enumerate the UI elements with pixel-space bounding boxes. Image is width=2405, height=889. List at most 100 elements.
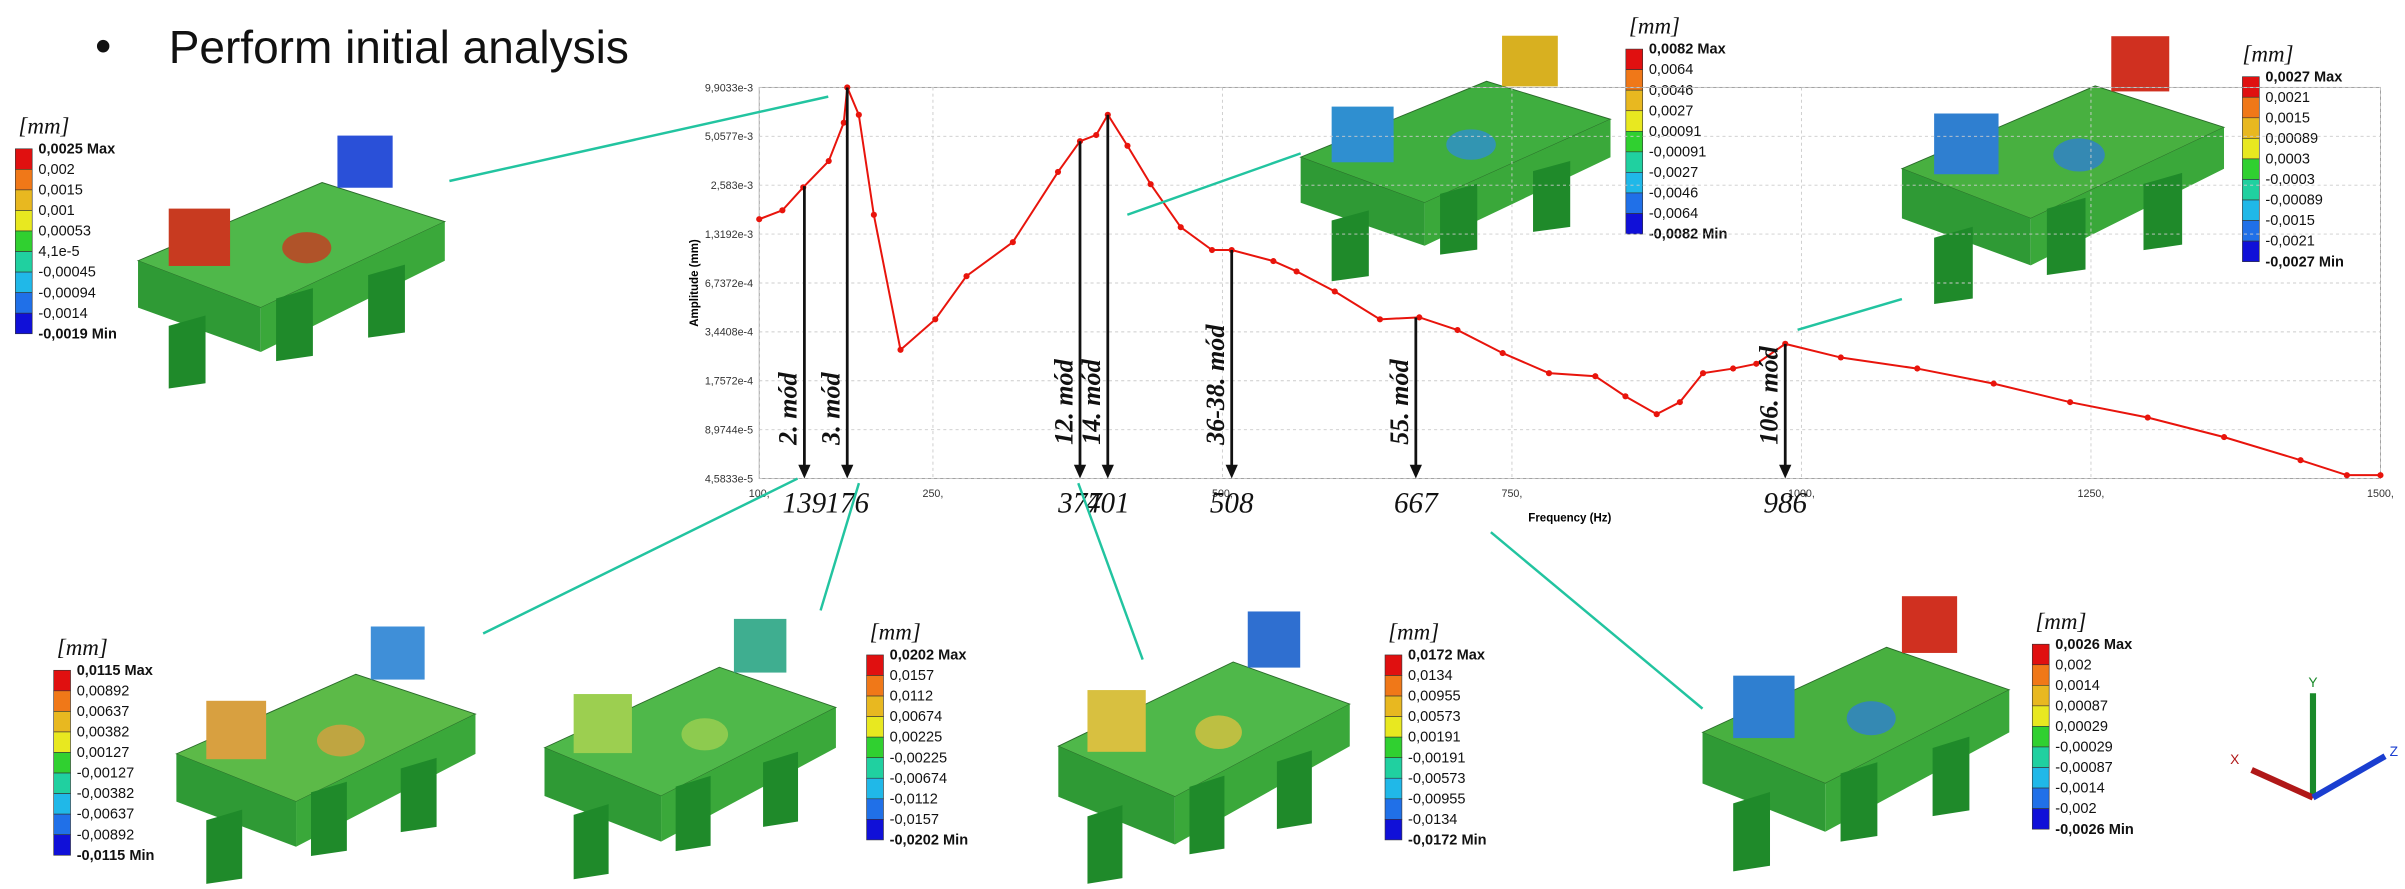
data-point: [897, 346, 904, 353]
legend-label: -0,0112: [890, 791, 938, 807]
connector: [482, 477, 799, 635]
connector: [819, 482, 861, 611]
legend: [mm] 0,0202 Max 0,0157 0,0112 0,00674 0,00225…: [866, 620, 968, 849]
fem-leg: [1189, 775, 1225, 855]
legend-swatch: [866, 736, 884, 759]
mode-arrowhead: [1225, 464, 1238, 479]
legend-swatch: [1384, 675, 1403, 697]
fem-block: [1331, 106, 1394, 163]
triad-label: Y: [2308, 675, 2317, 690]
legend-swatch: [2242, 158, 2260, 180]
fem-leg: [206, 809, 243, 884]
data-point: [1331, 288, 1338, 295]
legend-label: 0,0015: [2265, 110, 2310, 126]
fem-block: [206, 700, 267, 760]
legend-label: -0,00225: [890, 750, 948, 766]
legend-label: 0,0015: [38, 182, 83, 198]
legend-label: 0,00637: [77, 704, 130, 720]
data-point: [1124, 142, 1131, 149]
legend-label: -0,00637: [77, 807, 135, 823]
legend-label: -0,00892: [77, 827, 135, 843]
fem-leg: [400, 757, 437, 833]
data-point: [2297, 457, 2304, 464]
legend-swatch: [1625, 48, 1644, 70]
fem-block: [1087, 690, 1146, 752]
legend-label: -0,00094: [38, 285, 96, 301]
legend-unit: [mm]: [18, 113, 69, 138]
legend-swatch: [53, 752, 71, 774]
legend-label: -0,00573: [1408, 771, 1466, 787]
legend-label: 0,0025 Max: [38, 141, 115, 157]
models: [136, 35, 2226, 884]
legend: [mm]0,0082 Max0,00640,00460,00270,00091-…: [1625, 14, 1727, 243]
legend-label: -0,0019 Min: [38, 326, 117, 342]
legend-label: 0,00127: [77, 745, 130, 761]
legend-label: 0,0027 Max: [2265, 69, 2342, 85]
x-tick-label: 1000,: [1788, 488, 1815, 500]
data-point: [1093, 131, 1100, 139]
legend-swatch: [1625, 213, 1644, 235]
legend-swatch: [53, 669, 71, 692]
triad-label: Z: [2390, 744, 2398, 759]
legend-label: -0,00674: [890, 771, 948, 787]
fem-leg: [168, 315, 206, 389]
legend-label: 0,0082 Max: [1649, 42, 1726, 58]
data-point: [1293, 268, 1300, 275]
data-point: [1699, 370, 1707, 377]
triad-x: [2250, 767, 2315, 801]
fem-leg: [1331, 210, 1369, 282]
data-point: [2377, 472, 2384, 479]
chart: 9,9033e-3 5,0577e-3 2,583e-3 1,3192e-3 6,737…: [689, 82, 2394, 524]
x-tick-label: 500,: [1212, 488, 1233, 500]
legend-label: -0,0026 Min: [2055, 822, 2134, 838]
fem-leg: [1932, 736, 1970, 817]
fem-side: [1058, 746, 1175, 845]
data-point: [963, 273, 970, 280]
mode-arrowhead: [1101, 464, 1114, 479]
y-tick-label: 3,4408e-4: [705, 327, 753, 339]
legend-swatch: [2242, 117, 2260, 139]
fem-contour: [316, 724, 365, 757]
y-tick-label: 2,583e-3: [711, 180, 753, 192]
legend-label: 0,0202 Max: [890, 648, 967, 664]
legend-swatch: [866, 675, 884, 697]
mode-frequency: 377: [1057, 487, 1103, 519]
mode-frequency: 176: [825, 487, 869, 519]
legend-swatch: [2242, 179, 2260, 201]
fem-contour: [681, 718, 729, 751]
legend-label: 0,00029: [2055, 719, 2108, 735]
legend-swatch: [866, 798, 884, 820]
legend-unit: [mm]: [870, 620, 921, 645]
legend-label: 0,00955: [1408, 689, 1461, 705]
legend-swatch: [866, 819, 884, 841]
legend-unit: [mm]: [2035, 609, 2086, 634]
data-point: [1676, 399, 1683, 406]
fem-side: [1300, 157, 1425, 246]
legend-swatch: [53, 772, 71, 794]
fem-leg: [573, 804, 609, 880]
fem-contour: [2053, 138, 2105, 172]
x-tick-label: 100,: [749, 488, 770, 500]
mode-arrowhead: [841, 464, 854, 479]
y-tick-label: 1,7572e-4: [705, 376, 753, 388]
legend-label: 0,001: [38, 203, 74, 219]
fem-side: [176, 753, 297, 847]
legend-label: -0,0003: [2265, 172, 2314, 188]
legend-label: -0,0064: [1649, 206, 1698, 222]
legend-label: 0,00053: [38, 224, 91, 240]
data-point: [2221, 434, 2228, 441]
legend-swatch: [53, 813, 71, 836]
legend-swatch: [2031, 726, 2050, 748]
x-axis-label: Frequency (Hz): [1528, 512, 1611, 524]
legend-swatch: [53, 731, 71, 753]
legend: [mm] 0,0115 Max 0,00892 0,00637 0,00382 0,001…: [53, 635, 155, 864]
legend-label: -0,0015: [2265, 213, 2314, 229]
data-point: [825, 157, 832, 165]
fem-block: [733, 618, 787, 673]
legend-label: -0,0115 Min: [77, 848, 155, 864]
mode-frequency: 139: [783, 487, 827, 519]
mode-label: 12. mód: [1049, 358, 1078, 444]
data-point: [1914, 365, 1921, 372]
y-axis-label: Amplitude (mm): [689, 239, 701, 327]
legend-label: 0,0046: [1649, 83, 1694, 99]
